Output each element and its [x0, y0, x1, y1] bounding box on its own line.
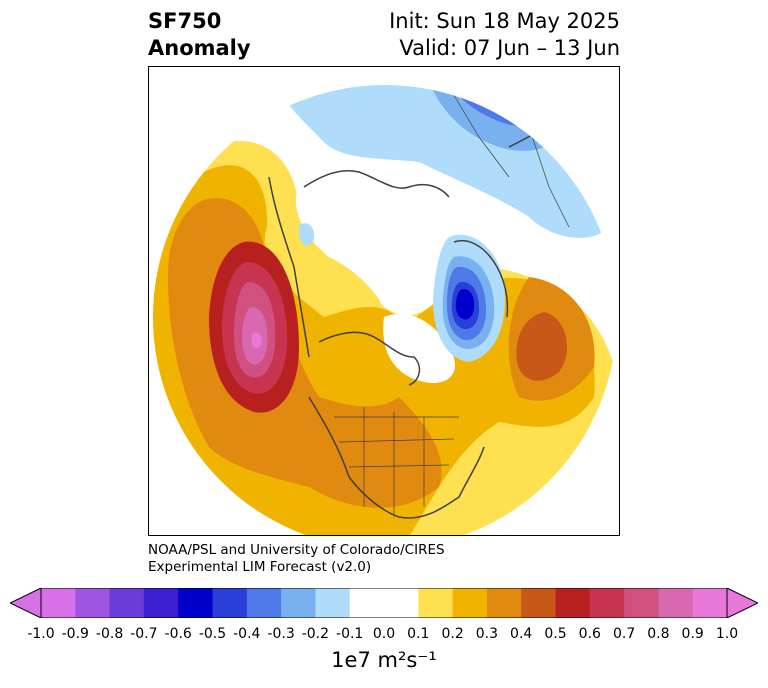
colorbar-cell [452, 588, 488, 618]
colorbar-cell [486, 588, 522, 618]
title-left: SF750 Anomaly [148, 8, 251, 62]
credit-text: NOAA/PSL and University of Colorado/CIRE… [148, 542, 445, 576]
colorbar-tick-label: 0.4 [510, 626, 533, 642]
neutral-hudson-region [383, 313, 455, 383]
negative-anomaly-small-0.2 [298, 223, 315, 246]
colorbar-cells [41, 588, 728, 618]
colorbar-tick-label: 0.2 [441, 626, 464, 642]
colorbar-cell [624, 588, 659, 618]
neutral-polar-region [295, 167, 468, 316]
colorbar-tick-label: 0.1 [407, 626, 430, 642]
colorbar-tick-label: 1.0 [715, 626, 739, 642]
colorbar-cell [589, 588, 625, 618]
colorbar [10, 588, 758, 618]
variable-name: SF750 [148, 9, 222, 33]
colorbar-tick-label: -0.4 [233, 626, 261, 642]
colorbar-outline [40, 588, 728, 618]
colorbar-cell [75, 588, 111, 618]
colorbar-label: 1e7 m²s⁻¹ [331, 648, 437, 672]
positive-anomaly-0.9 [251, 332, 262, 349]
anomaly-map [153, 85, 617, 535]
credit-line-1: NOAA/PSL and University of Colorado/CIRE… [148, 542, 445, 558]
colorbar-extend-low [10, 588, 42, 618]
colorbar-tick-label: 0.3 [475, 626, 499, 642]
variable-type: Anomaly [148, 36, 251, 60]
colorbar-cell [692, 588, 728, 618]
colorbar-tick-label: -0.8 [95, 626, 124, 642]
init-date: Init: Sun 18 May 2025 [389, 9, 620, 33]
colorbar-tick-label: -0.2 [301, 626, 330, 642]
colorbar-extend-high [726, 588, 758, 618]
colorbar-tick-label: 0.9 [681, 626, 704, 642]
colorbar-tick-label: -0.5 [198, 626, 227, 642]
colorbar-cell [281, 588, 316, 618]
negative-anomaly-baffin-0.6 [455, 289, 475, 320]
title-right: Init: Sun 18 May 2025 Valid: 07 Jun – 13… [389, 8, 620, 62]
colorbar-tick-label: 0.5 [544, 626, 567, 642]
map-panel [148, 66, 620, 536]
colorbar-tick-label: -0.9 [61, 626, 89, 642]
colorbar-tick-label: 0.7 [612, 626, 636, 642]
colorbar-cell [109, 588, 145, 618]
colorbar-cell [555, 588, 591, 618]
colorbar-ticks: -1.0 -0.9 -0.8 -0.7 -0.6 -0.5 -0.4 -0.3 -0.2 -0.1… [0, 626, 768, 646]
colorbar-tick-label: 0.8 [647, 626, 670, 642]
colorbar-cell [178, 588, 213, 618]
colorbar-tick-label: -0.6 [164, 626, 192, 642]
credit-line-2: Experimental LIM Forecast (v2.0) [148, 559, 372, 575]
borders [334, 86, 570, 517]
colorbar-cell [212, 588, 248, 618]
positive-anomaly-0.5-east [516, 312, 567, 381]
pole-marker [380, 296, 390, 306]
colorbar-tick-label: -0.7 [130, 626, 158, 642]
valid-range: Valid: 07 Jun – 13 Jun [399, 36, 620, 60]
colorbar-cell [315, 588, 351, 618]
colorbar-cell [521, 588, 556, 618]
colorbar-tick-label: -1.0 [27, 626, 55, 642]
colorbar-tick-label: -0.3 [267, 626, 295, 642]
colorbar-cell [349, 588, 385, 618]
colorbar-tick-label: 0.0 [372, 626, 396, 642]
colorbar-tick-label: -0.1 [336, 626, 364, 642]
colorbar-cell [658, 588, 694, 618]
colorbar-cell [41, 588, 76, 618]
colorbar-cell [384, 588, 419, 618]
colorbar-tick-label: 0.6 [578, 626, 601, 642]
colorbar-cell [418, 588, 454, 618]
colorbar-cell [246, 588, 282, 618]
colorbar-cell [143, 588, 179, 618]
